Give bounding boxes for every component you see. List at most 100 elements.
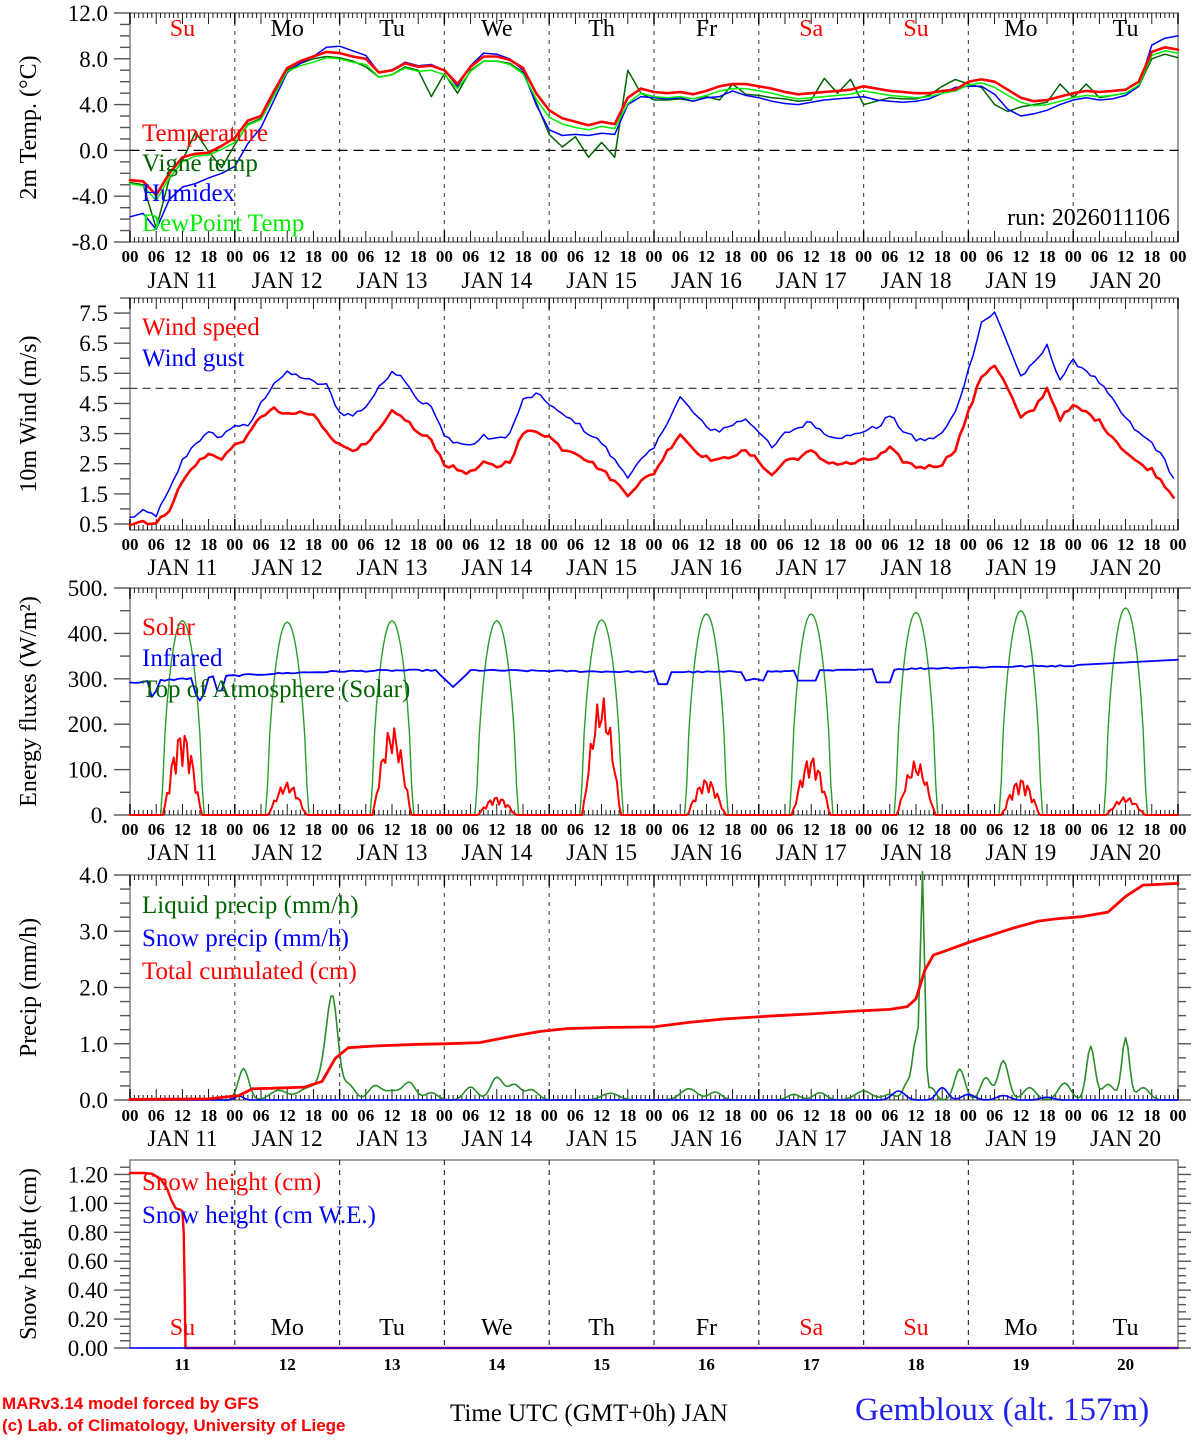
- svg-text:00: 00: [855, 1106, 872, 1125]
- svg-text:06: 06: [1091, 820, 1108, 839]
- svg-text:1.0: 1.0: [79, 1032, 108, 1057]
- svg-text:Snow height (cm): Snow height (cm): [16, 1168, 42, 1340]
- svg-text:10m Wind (m/s): 10m Wind (m/s): [16, 335, 42, 492]
- svg-text:JAN 18: JAN 18: [881, 1126, 952, 1150]
- svg-text:00: 00: [1170, 247, 1187, 266]
- svg-text:18: 18: [305, 247, 322, 266]
- svg-text:JAN 15: JAN 15: [566, 840, 637, 865]
- legend-wind-speed: Wind speed: [142, 314, 260, 341]
- svg-text:00: 00: [541, 820, 558, 839]
- svg-text:18: 18: [1143, 1106, 1160, 1125]
- svg-text:12: 12: [908, 247, 925, 266]
- svg-text:12: 12: [593, 535, 610, 554]
- svg-text:12: 12: [698, 535, 715, 554]
- svg-text:18: 18: [724, 820, 741, 839]
- svg-text:JAN 20: JAN 20: [1090, 840, 1161, 865]
- svg-text:12: 12: [279, 535, 296, 554]
- svg-text:JAN 19: JAN 19: [985, 840, 1056, 865]
- svg-text:18: 18: [515, 247, 532, 266]
- svg-text:12: 12: [593, 1106, 610, 1125]
- snow-chart-svg: 0.00 0.20 0.40 0.60 0.80 1.00 1.20 Snow height …: [16, 1159, 1191, 1374]
- svg-text:JAN 12: JAN 12: [252, 1126, 323, 1150]
- svg-text:12: 12: [1012, 1106, 1029, 1125]
- precip-chart-svg: 0.0 1.0 2.0 3.0 4.0 Precip (mm/h) Liquid preci…: [16, 865, 1191, 1150]
- svg-text:100.: 100.: [68, 758, 108, 783]
- panel-energy-fluxes: 0. 100. 200. 300. 400. 500. Energy fluxes (W/m…: [0, 575, 1194, 865]
- svg-text:JAN 17: JAN 17: [776, 555, 847, 575]
- svg-text:6.5: 6.5: [79, 331, 108, 356]
- legend-solar: Solar: [142, 614, 195, 641]
- svg-text:00: 00: [226, 535, 243, 554]
- svg-text:12: 12: [174, 1106, 191, 1125]
- svg-text:18: 18: [305, 535, 322, 554]
- svg-text:7.5: 7.5: [79, 301, 108, 326]
- svg-text:00: 00: [646, 247, 663, 266]
- energy-chart-svg: 0. 100. 200. 300. 400. 500. Energy fluxes (W/m…: [16, 576, 1191, 865]
- legend-top-of-atmosphere-solar-: Top of Atmosphere (Solar): [142, 676, 410, 703]
- svg-text:18: 18: [410, 535, 427, 554]
- svg-text:06: 06: [881, 535, 898, 554]
- svg-text:JAN 12: JAN 12: [252, 840, 323, 865]
- legend-wind-gust: Wind gust: [142, 345, 245, 372]
- svg-text:0.20: 0.20: [68, 1307, 108, 1332]
- svg-text:06: 06: [462, 247, 479, 266]
- svg-text:00: 00: [1170, 535, 1187, 554]
- svg-text:JAN 14: JAN 14: [461, 1126, 532, 1150]
- legend-liquid-precip-mm-h-: Liquid precip (mm/h): [142, 892, 359, 919]
- svg-text:18: 18: [200, 535, 217, 554]
- svg-text:500.: 500.: [68, 576, 108, 601]
- svg-text:JAN 15: JAN 15: [566, 555, 637, 575]
- svg-text:06: 06: [986, 535, 1003, 554]
- svg-text:12: 12: [279, 247, 296, 266]
- legend-total-cumulated-cm-: Total cumulated (cm): [142, 958, 357, 985]
- svg-text:18: 18: [1039, 820, 1056, 839]
- svg-text:18: 18: [1039, 247, 1056, 266]
- svg-text:00: 00: [960, 247, 977, 266]
- svg-text:JAN 14: JAN 14: [461, 268, 532, 290]
- series-temperature: [128, 46, 1180, 197]
- svg-text:JAN 15: JAN 15: [566, 268, 637, 290]
- svg-text:JAN 13: JAN 13: [357, 840, 428, 865]
- day-number: 18: [908, 1355, 925, 1374]
- svg-text:00: 00: [436, 1106, 453, 1125]
- panel-wind: 0.5 1.5 2.5 3.5 4.5 5.5 6.5 7.5 10m Wind (m/s) Wi…: [0, 290, 1194, 575]
- svg-text:18: 18: [200, 820, 217, 839]
- svg-text:JAN 20: JAN 20: [1090, 268, 1161, 290]
- svg-text:5.5: 5.5: [79, 361, 108, 386]
- svg-text:12: 12: [488, 535, 505, 554]
- svg-text:200.: 200.: [68, 712, 108, 737]
- svg-text:00: 00: [436, 535, 453, 554]
- svg-text:00: 00: [1065, 247, 1082, 266]
- svg-text:JAN 18: JAN 18: [881, 555, 952, 575]
- svg-text:06: 06: [881, 247, 898, 266]
- svg-text:Precip (mm/h): Precip (mm/h): [16, 918, 42, 1057]
- day-number: 15: [593, 1355, 610, 1374]
- legend-vigne-temp: Vigne temp: [142, 150, 258, 177]
- svg-text:18: 18: [619, 820, 636, 839]
- svg-text:18: 18: [724, 535, 741, 554]
- svg-text:JAN 16: JAN 16: [671, 840, 742, 865]
- svg-text:18: 18: [410, 820, 427, 839]
- svg-text:00: 00: [541, 535, 558, 554]
- svg-text:00: 00: [960, 820, 977, 839]
- svg-text:0.0: 0.0: [79, 138, 108, 163]
- svg-text:12: 12: [1117, 247, 1134, 266]
- svg-text:18: 18: [934, 1106, 951, 1125]
- svg-text:06: 06: [357, 1106, 374, 1125]
- svg-text:12: 12: [384, 535, 401, 554]
- day-number: 16: [698, 1355, 715, 1374]
- svg-text:00: 00: [750, 247, 767, 266]
- svg-text:06: 06: [777, 535, 794, 554]
- svg-text:00: 00: [1170, 820, 1187, 839]
- svg-text:18: 18: [305, 820, 322, 839]
- day-number: 14: [488, 1355, 506, 1374]
- svg-text:00: 00: [1065, 820, 1082, 839]
- svg-text:18: 18: [724, 1106, 741, 1125]
- svg-text:18: 18: [829, 820, 846, 839]
- svg-text:06: 06: [672, 820, 689, 839]
- svg-text:12: 12: [593, 247, 610, 266]
- svg-text:06: 06: [986, 1106, 1003, 1125]
- svg-text:06: 06: [672, 1106, 689, 1125]
- svg-text:00: 00: [541, 1106, 558, 1125]
- svg-text:-8.0: -8.0: [72, 230, 108, 255]
